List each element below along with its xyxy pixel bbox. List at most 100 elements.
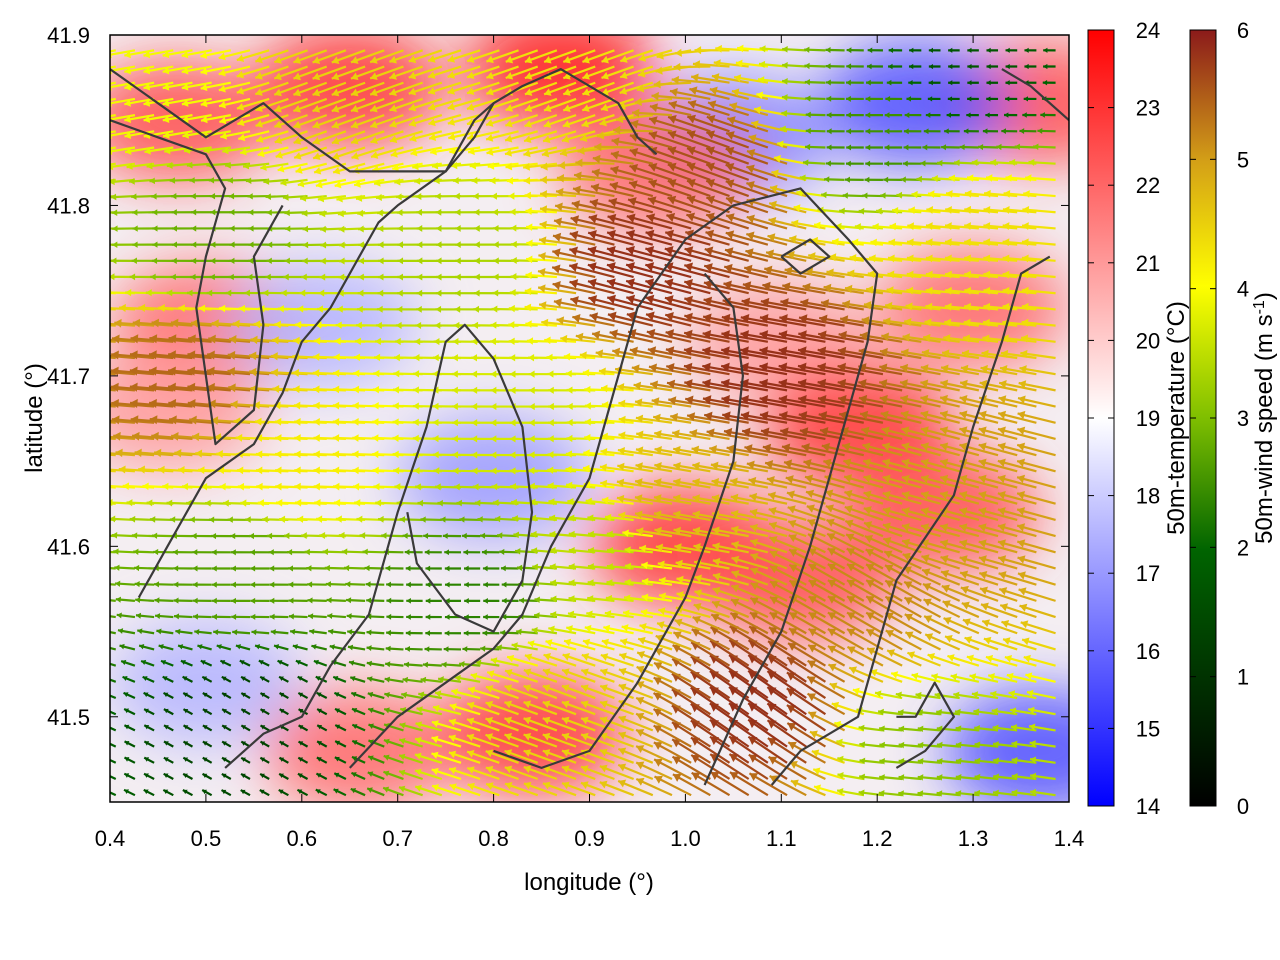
wind-arrow — [625, 262, 673, 279]
wind-arrow — [963, 318, 999, 327]
wind-arrow — [124, 49, 155, 59]
wind-arrow — [712, 557, 749, 570]
wind-arrow — [818, 411, 864, 424]
wind-arrow — [817, 330, 864, 343]
wind-arrow — [759, 314, 807, 327]
wind-arrow — [182, 708, 194, 716]
wind-arrow — [648, 363, 692, 376]
wind-arrow — [143, 740, 155, 748]
wind-arrow — [312, 130, 347, 145]
wind-arrow — [425, 565, 442, 572]
wind-arrow — [1006, 672, 1037, 683]
wind-arrow — [827, 579, 865, 602]
wind-arrow — [403, 661, 423, 668]
wind-arrow — [153, 448, 193, 458]
wind-arrow — [882, 522, 922, 538]
wind-arrow — [592, 154, 634, 165]
wind-arrow — [177, 644, 193, 651]
wind-arrow — [575, 158, 615, 168]
wind-arrow — [978, 442, 1018, 457]
wind-arrow — [865, 548, 903, 570]
wind-arrow — [572, 313, 615, 327]
wind-arrow — [594, 142, 634, 152]
wind-arrow — [820, 299, 864, 311]
wind-arrow — [173, 597, 193, 604]
wind-arrow — [788, 534, 826, 554]
wind-arrow — [925, 238, 960, 247]
wind-arrow — [826, 268, 864, 279]
wind-arrow — [863, 490, 903, 505]
wind-arrow — [962, 618, 999, 635]
wind-arrow — [997, 539, 1037, 554]
wind-arrow — [907, 651, 941, 667]
wind-arrow — [312, 65, 347, 81]
wind-arrow — [653, 775, 692, 797]
wind-arrow — [653, 692, 692, 716]
wind-arrow — [877, 708, 903, 716]
wind-arrow — [1002, 254, 1037, 263]
wind-arrow — [487, 162, 519, 170]
wind-arrow — [617, 462, 653, 473]
wind-arrow — [888, 238, 922, 247]
wind-arrow — [143, 788, 155, 797]
wind-arrow — [213, 629, 231, 636]
wind-arrow — [721, 378, 769, 392]
wind-arrow — [504, 716, 539, 732]
x-tick-label: 1.3 — [958, 826, 989, 851]
wind-arrow — [306, 565, 327, 572]
wind-arrow — [505, 97, 539, 112]
wind-arrow — [693, 542, 730, 554]
wind-arrow — [312, 81, 347, 97]
colorbar-tick-label: 6 — [1237, 18, 1249, 43]
wind-arrow — [209, 273, 231, 281]
wind-arrow — [110, 243, 116, 246]
wind-arrow — [983, 286, 1018, 295]
wind-arrow — [895, 691, 922, 700]
wind-arrow — [836, 787, 864, 797]
wind-arrow — [750, 582, 788, 602]
wind-arrow — [562, 97, 596, 112]
wind-arrow — [151, 532, 174, 539]
wind-arrow — [653, 478, 692, 489]
wind-arrow — [485, 749, 519, 764]
wind-arrow — [944, 128, 960, 135]
wind-arrow — [382, 786, 404, 797]
wind-arrow — [483, 614, 500, 620]
wind-arrow — [505, 114, 539, 128]
wind-arrow — [562, 652, 596, 667]
wind-arrow — [405, 630, 423, 636]
wind-arrow — [1004, 112, 1018, 118]
wind-arrow — [219, 659, 232, 667]
wind-arrow — [542, 749, 577, 764]
wind-arrow — [200, 97, 232, 108]
wind-arrow — [664, 278, 711, 295]
wind-arrow — [278, 756, 289, 764]
wind-arrow — [978, 555, 1018, 570]
wind-arrow — [232, 629, 251, 636]
wind-arrow — [156, 628, 174, 635]
wind-arrow — [865, 285, 903, 295]
wind-arrow — [483, 581, 500, 588]
wind-arrow — [884, 564, 922, 586]
wind-arrow — [1023, 654, 1056, 667]
wind-arrow — [1016, 507, 1056, 521]
wind-arrow — [584, 418, 615, 426]
wind-arrow — [858, 394, 903, 408]
wind-arrow — [827, 563, 865, 586]
wind-arrow — [316, 756, 328, 764]
wind-arrow — [808, 563, 846, 586]
wind-arrow — [149, 334, 193, 344]
wind-arrow — [427, 65, 462, 79]
wind-arrow — [111, 334, 155, 344]
wind-arrow — [129, 273, 155, 281]
wind-arrow — [504, 782, 539, 797]
wind-arrow — [170, 318, 212, 328]
wind-arrow — [769, 596, 807, 619]
wind-arrow — [886, 79, 903, 86]
wind-arrow — [705, 178, 750, 198]
wind-arrow — [599, 748, 634, 764]
wind-arrow — [635, 712, 673, 732]
wind-arrow — [612, 347, 653, 360]
wind-arrow — [604, 610, 634, 619]
wind-arrow — [616, 494, 653, 505]
